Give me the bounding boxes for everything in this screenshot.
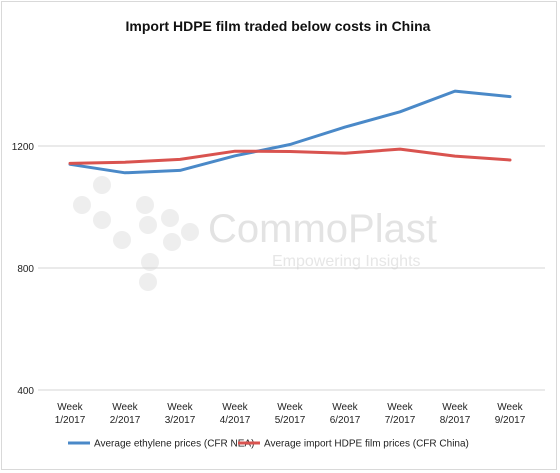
gridlines — [38, 145, 545, 391]
legend-label: Average ethylene prices (CFR NEA) — [94, 439, 254, 450]
series-line — [68, 89, 512, 175]
watermark-logo: CommoPlast Empowering Insights — [73, 176, 437, 291]
x-tick-label: Week 9/2017 — [495, 402, 526, 426]
chart-title: Import HDPE film traded below costs in C… — [125, 18, 431, 34]
series-line — [68, 147, 512, 165]
watermark-brand: CommoPlast — [208, 207, 437, 251]
x-tick-label: Week 6/2017 — [330, 402, 361, 426]
watermark-dot — [141, 253, 159, 271]
y-axis: 400 800 1200 — [12, 142, 35, 397]
x-tick-label: Week 8/2017 — [440, 402, 471, 426]
x-axis: Week 1/2017 Week 2/2017 Week 3/2017 Week 4/2017… — [55, 402, 526, 426]
x-tick-label: Week 5/2017 — [275, 402, 306, 426]
watermark-dot — [136, 196, 154, 214]
watermark-dot — [93, 176, 111, 194]
watermark-dot — [93, 211, 111, 229]
watermark-dot — [181, 223, 199, 241]
watermark-dot — [73, 196, 91, 214]
watermark-dot — [139, 216, 157, 234]
watermark-dot — [113, 231, 131, 249]
watermark-dot — [161, 209, 179, 227]
x-tick-label: Week 7/2017 — [385, 402, 416, 426]
x-tick-label: Week 3/2017 — [165, 402, 196, 426]
y-tick-label: 400 — [17, 386, 34, 397]
watermark-tagline: Empowering Insights — [272, 253, 421, 270]
x-tick-label: Week 1/2017 — [55, 402, 86, 426]
x-tick-label: Week 4/2017 — [220, 402, 251, 426]
watermark-dot — [163, 233, 181, 251]
legend-label: Average import HDPE film prices (CFR Chi… — [264, 439, 469, 450]
series-lines — [68, 89, 512, 175]
watermark-dot — [139, 273, 157, 291]
x-tick-label: Week 2/2017 — [110, 402, 141, 426]
y-tick-label: 1200 — [12, 142, 35, 153]
y-tick-label: 800 — [17, 264, 34, 275]
legend: Average ethylene prices (CFR NEA) Average… — [68, 439, 469, 450]
